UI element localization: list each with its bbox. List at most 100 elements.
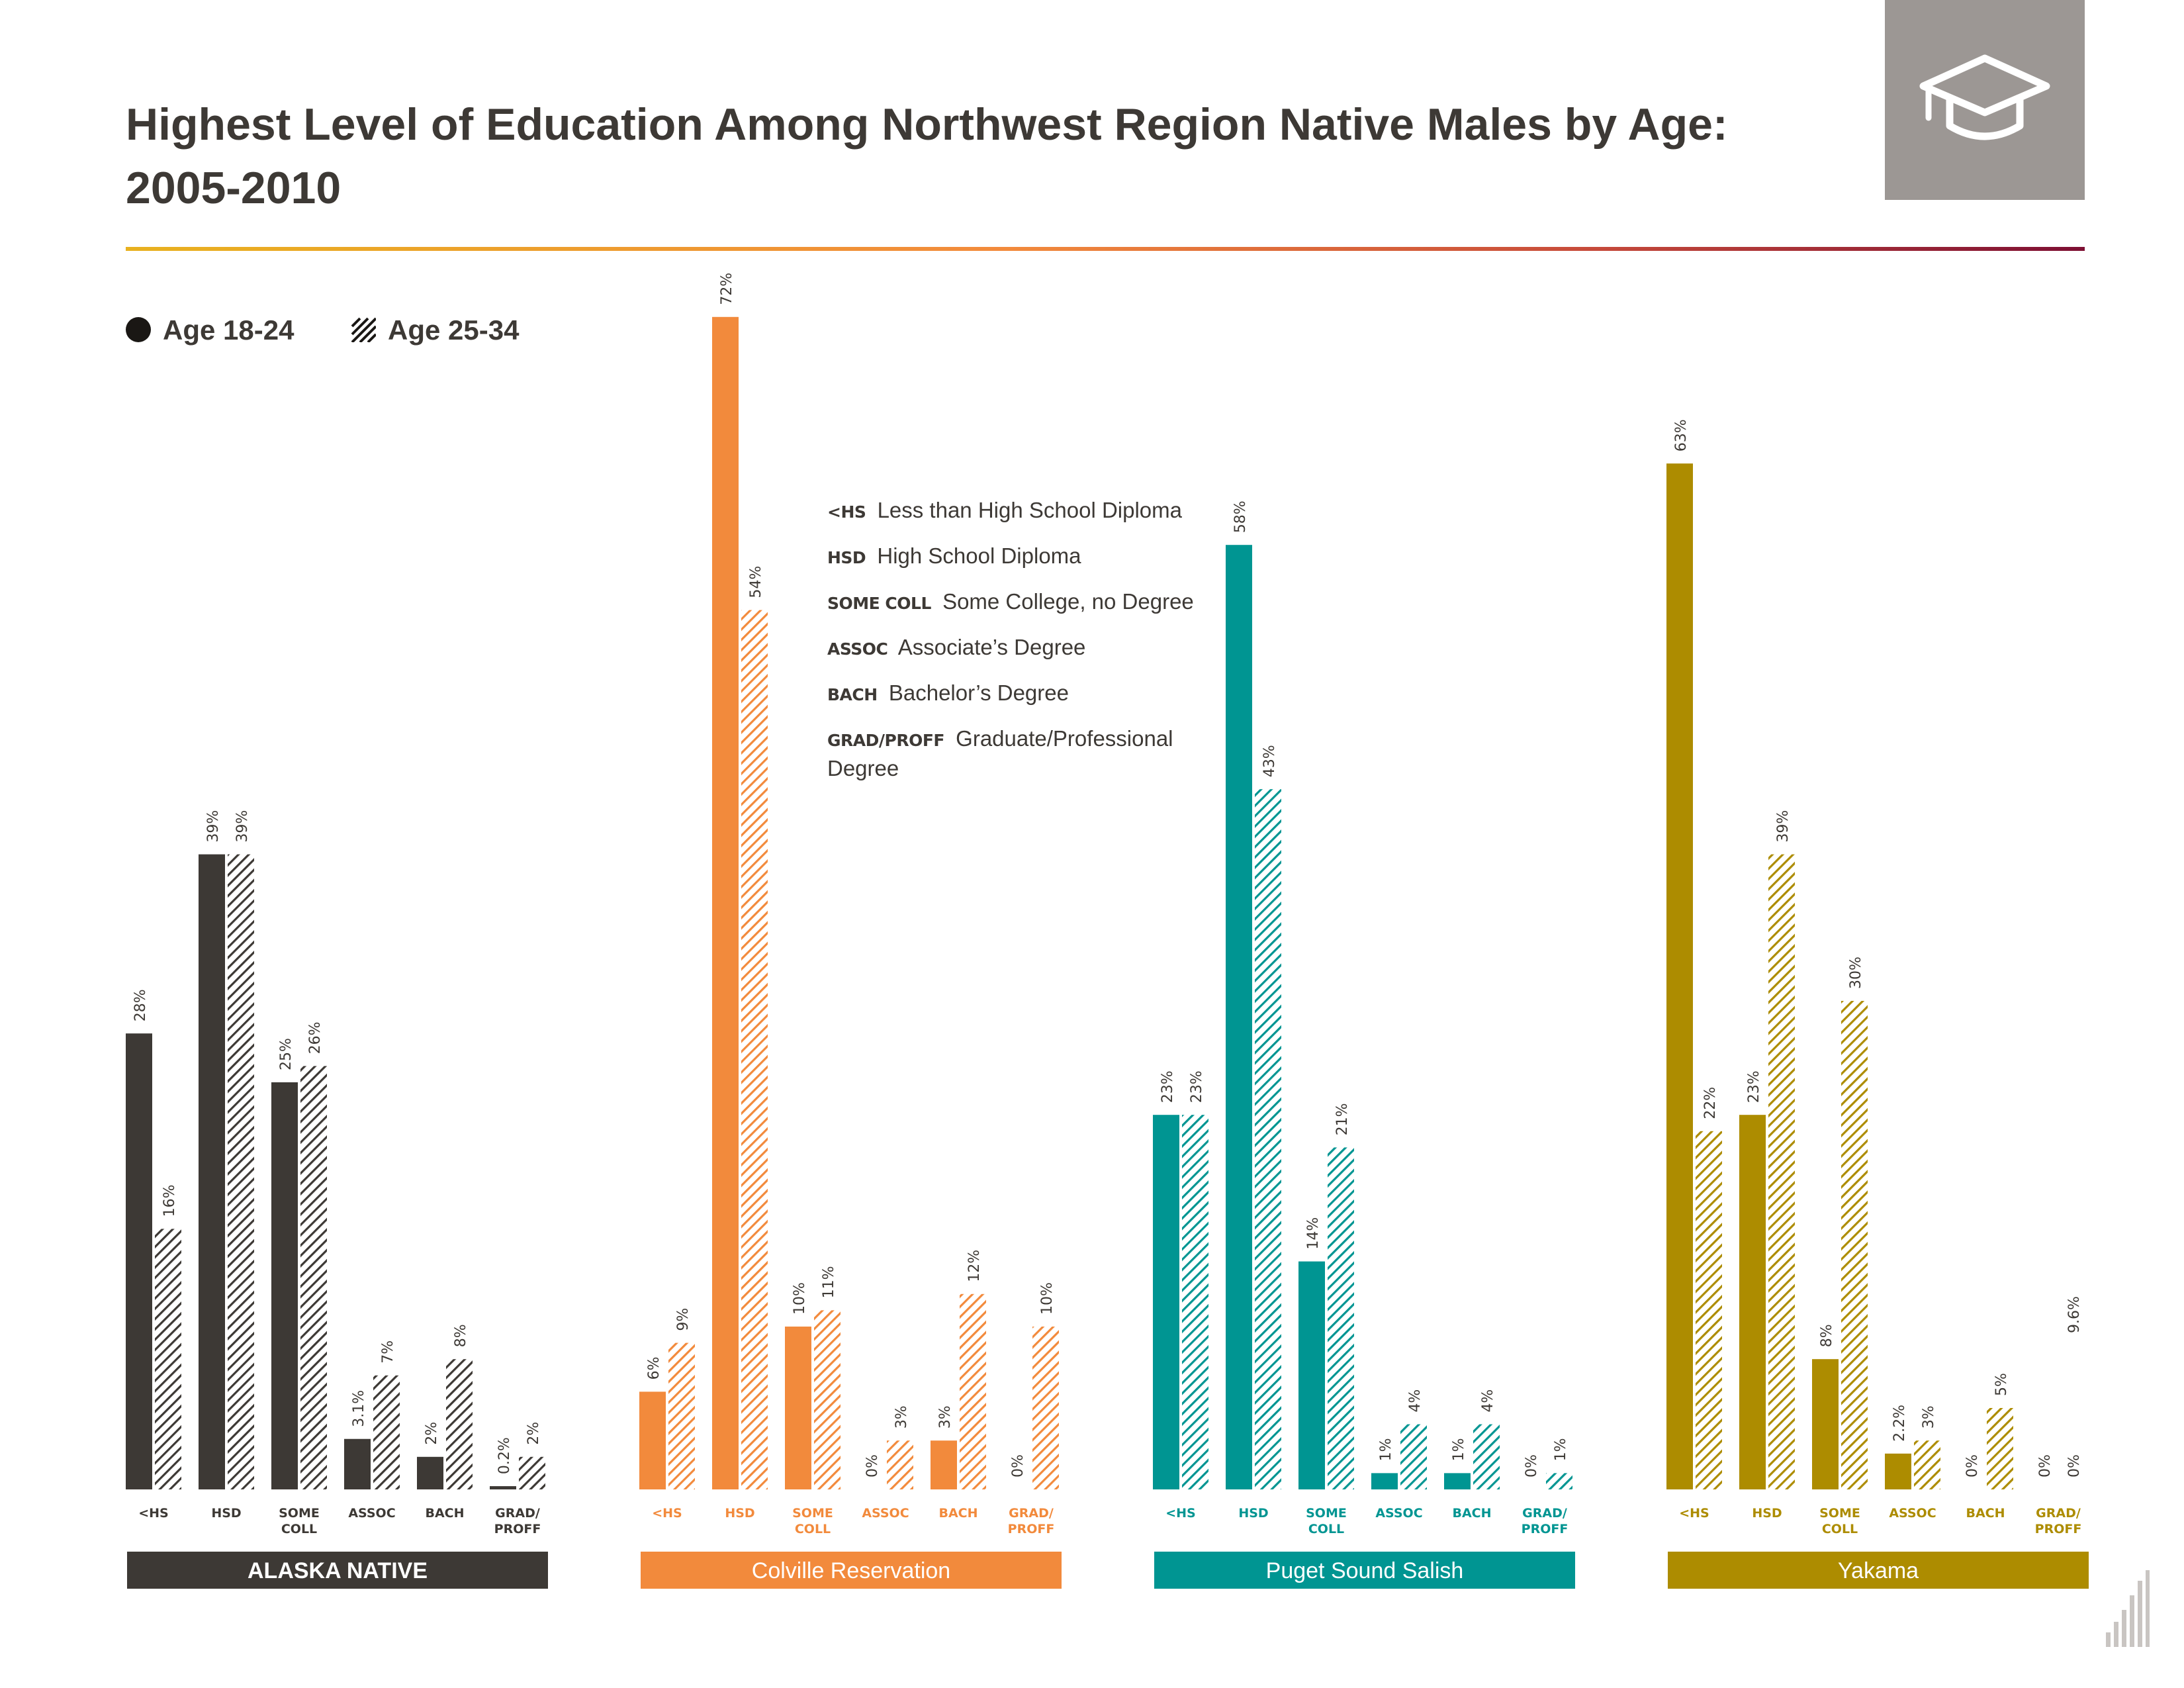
category-tick-label: ASSOC: [1889, 1506, 1936, 1521]
chart-title: Highest Level of Education Among Northwe…: [126, 99, 1728, 213]
category-tick-label: SOME COLL: [279, 1506, 320, 1536]
abbr-row: <HS Less than High School Diploma: [827, 498, 1182, 522]
bar-puget-sound-salish-some-coll-age-18-24: [1298, 1261, 1325, 1489]
group-band-puget-sound-salish: [1154, 1552, 1575, 1589]
data-label: 10%: [1039, 1282, 1056, 1315]
bar-yakama-hsd-age-18-24: [1739, 1115, 1766, 1489]
data-label: 0%: [1964, 1454, 1981, 1477]
category-tick-label: ASSOC: [348, 1506, 395, 1521]
group-yakama: 63% 22% <HS 23% 39% HSD 8% 30% SOME COLL 2.2% 3% ASS…: [1666, 419, 2089, 1589]
bar-puget-sound-salish-bach-age-18-24: [1444, 1473, 1471, 1489]
legend-label: Age 25-34: [388, 314, 520, 346]
data-label: 23%: [1189, 1070, 1205, 1103]
data-label: 0%: [2066, 1454, 2083, 1477]
abbr-row: BACH Bachelor’s Degree: [827, 680, 1069, 705]
data-label: 0.2%: [496, 1437, 513, 1474]
bar-puget-sound-salish-hs-age-25-34: [1182, 1115, 1208, 1489]
category-tick-label: HSD: [211, 1506, 241, 1521]
data-label: 54%: [748, 566, 764, 598]
bar-puget-sound-salish-hs-age-18-24: [1153, 1115, 1179, 1489]
group-puget-sound-salish: 23% 23% <HS 58% 43% HSD 14% 21% SOME COLL 1% 4% ASSO…: [1153, 500, 1575, 1589]
data-label: 23%: [1746, 1070, 1762, 1103]
bar-colville-reservation-bach-age-25-34: [960, 1293, 986, 1489]
data-label: 7%: [380, 1340, 396, 1364]
data-label: 3%: [1921, 1405, 1937, 1429]
data-label: 25%: [278, 1038, 295, 1070]
bar-colville-reservation-hs-age-25-34: [668, 1342, 695, 1489]
data-label: 16%: [161, 1184, 178, 1217]
data-label: 63%: [1673, 419, 1690, 451]
abbr-row: ASSOC Associate’s Degree: [827, 635, 1086, 659]
group-band-label: ALASKA NATIVE: [248, 1558, 428, 1583]
legend-item-age-25-34: Age 25-34: [351, 314, 519, 346]
data-label: 9%: [675, 1308, 692, 1331]
data-label: 6%: [646, 1356, 662, 1380]
data-label: 39%: [1775, 810, 1792, 843]
category-tick-label: BACH: [1452, 1506, 1491, 1521]
data-label: 14%: [1305, 1217, 1322, 1250]
group-band-label: Colville Reservation: [752, 1558, 950, 1583]
category-tick-label: ASSOC: [1375, 1506, 1422, 1521]
group-band-label: Puget Sound Salish: [1266, 1558, 1464, 1583]
data-label: 28%: [132, 989, 149, 1021]
bar-alaska-native-hs-age-25-34: [155, 1229, 181, 1489]
data-label: 26%: [307, 1021, 324, 1054]
data-label: 58%: [1232, 500, 1249, 533]
bar-colville-reservation-assoc-age-25-34: [887, 1440, 913, 1489]
bar-yakama-bach-age-25-34: [1987, 1408, 2013, 1489]
extra-data-label: 9.6%: [2066, 1296, 2083, 1333]
category-tick-label: SOME COLL: [792, 1506, 833, 1536]
bars-logo-icon: [2106, 1570, 2150, 1647]
data-label: 12%: [966, 1250, 983, 1282]
bar-puget-sound-salish-assoc-age-18-24: [1371, 1473, 1398, 1489]
group-colville-reservation: 6% 9% <HS 72% 54% HSD 10% 11% SOME COLL 0% 3% ASSOC 3…: [639, 273, 1062, 1589]
bar-yakama-hs-age-25-34: [1696, 1131, 1722, 1489]
title-divider: [126, 247, 2085, 251]
bar-puget-sound-salish-hsd-age-18-24: [1226, 545, 1252, 1490]
bar-alaska-native-grad-proff-age-25-34: [519, 1456, 545, 1489]
bar-colville-reservation-hs-age-18-24: [639, 1391, 666, 1489]
bar-colville-reservation-some-coll-age-18-24: [785, 1327, 811, 1489]
category-tick-label: GRAD/PROFF: [1522, 1506, 1569, 1536]
data-label: 4%: [1407, 1389, 1424, 1413]
category-tick-label: HSD: [1752, 1506, 1782, 1521]
group-band-alaska-native: [127, 1552, 548, 1589]
bar-colville-reservation-some-coll-age-25-34: [814, 1310, 841, 1489]
bar-yakama-assoc-age-25-34: [1914, 1440, 1940, 1489]
bar-alaska-native-hsd-age-18-24: [199, 854, 225, 1489]
category-tick-label: <HS: [138, 1506, 169, 1521]
data-label: 72%: [719, 273, 735, 305]
bar-alaska-native-grad-proff-age-18-24: [490, 1486, 516, 1489]
data-label: 1%: [1553, 1438, 1569, 1461]
data-label: 5%: [1993, 1373, 2010, 1396]
bar-colville-reservation-grad-proff-age-25-34: [1032, 1327, 1059, 1489]
category-tick-label: <HS: [652, 1506, 682, 1521]
solid-circle-swatch: [126, 317, 151, 342]
legend-item-age-18-24: Age 18-24: [126, 314, 294, 346]
bar-alaska-native-some-coll-age-18-24: [271, 1082, 298, 1489]
bar-yakama-assoc-age-18-24: [1885, 1453, 1911, 1489]
bar-colville-reservation-hsd-age-18-24: [712, 316, 739, 1489]
category-tick-label: BACH: [1966, 1506, 2005, 1521]
bar-colville-reservation-hsd-age-25-34: [741, 610, 768, 1489]
data-label: 8%: [453, 1324, 469, 1347]
data-label: 10%: [792, 1282, 808, 1315]
bar-puget-sound-salish-hsd-age-25-34: [1255, 789, 1281, 1489]
data-label: 3.1%: [351, 1390, 367, 1427]
data-label: 11%: [821, 1266, 837, 1298]
category-tick-label: ASSOC: [862, 1506, 909, 1521]
bar-puget-sound-salish-bach-age-25-34: [1473, 1424, 1500, 1489]
bar-alaska-native-bach-age-25-34: [446, 1359, 473, 1489]
category-tick-label: GRAD/PROFF: [1008, 1506, 1055, 1536]
bar-alaska-native-hs-age-18-24: [126, 1033, 152, 1489]
data-label: 0%: [1524, 1454, 1540, 1477]
data-label: 0%: [1010, 1454, 1026, 1477]
abbreviation-key: <HS Less than High School Diploma HSD Hi…: [827, 496, 1198, 798]
data-label: 30%: [1848, 957, 1864, 989]
category-tick-label: BACH: [425, 1506, 464, 1521]
data-label: 4%: [1480, 1389, 1496, 1413]
bar-alaska-native-assoc-age-25-34: [373, 1375, 400, 1489]
bar-yakama-hs-age-18-24: [1666, 463, 1693, 1490]
bar-alaska-native-hsd-age-25-34: [228, 854, 254, 1489]
